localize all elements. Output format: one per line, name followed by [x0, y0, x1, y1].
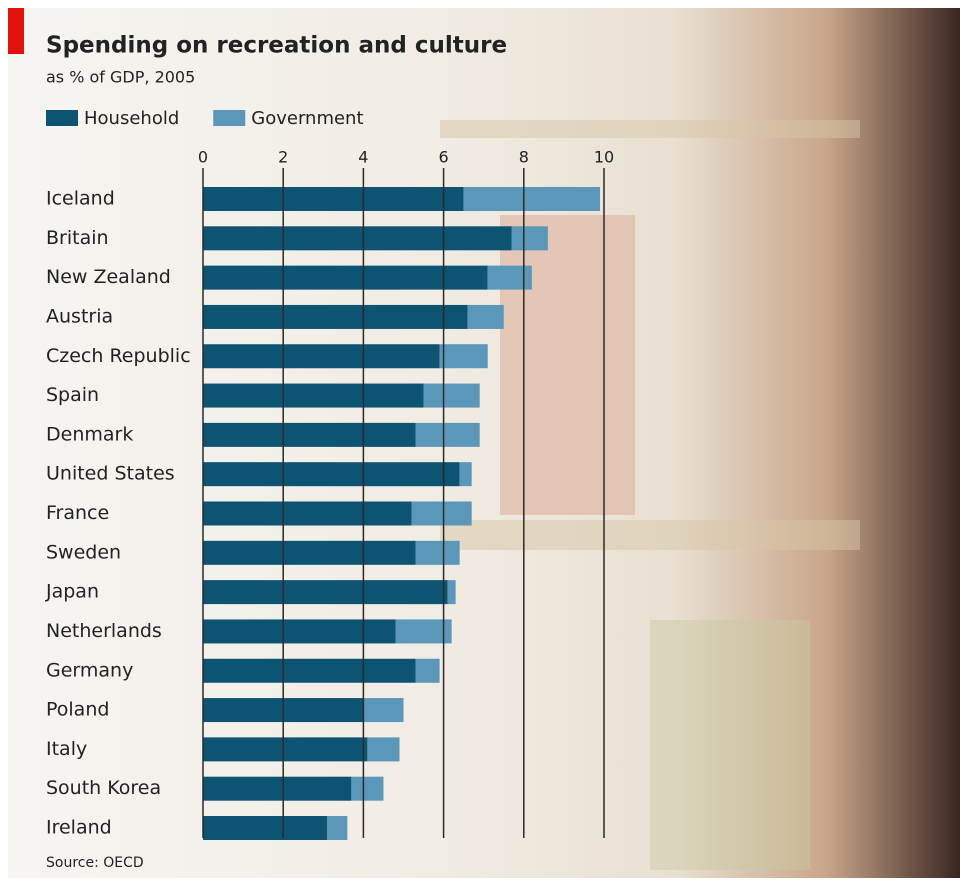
legend-label: Government: [251, 108, 363, 129]
bar-segment: [411, 501, 472, 526]
legend-swatch: [46, 110, 78, 126]
bar-segment: [203, 383, 424, 408]
bar-segment: [203, 344, 440, 369]
bar-segment: [511, 226, 548, 251]
bar-segment: [203, 816, 328, 840]
y-tick-label: Poland: [46, 699, 109, 721]
photo-decor: [650, 620, 810, 870]
y-tick-label: Ireland: [46, 817, 112, 839]
bar-segment: [447, 580, 456, 605]
photo-decor: [440, 520, 860, 550]
y-tick-label: France: [46, 502, 109, 524]
bar-segment: [203, 658, 416, 683]
bar-segment: [459, 462, 472, 487]
y-tick-label: South Korea: [46, 777, 161, 799]
bar-segment: [203, 580, 448, 605]
y-tick-label: Austria: [46, 305, 113, 327]
bar-segment: [203, 187, 464, 211]
legend-label: Household: [84, 108, 179, 129]
y-tick-label: Denmark: [46, 423, 133, 445]
bar-segment: [367, 737, 400, 762]
bar-segment: [363, 698, 404, 723]
photo-decor: [500, 215, 635, 515]
y-tick-label: Czech Republic: [46, 345, 191, 367]
bar-segment: [203, 304, 468, 329]
bar-segment: [203, 462, 460, 487]
y-tick-label: United States: [46, 463, 175, 485]
y-tick-label: Spain: [46, 384, 99, 406]
bar-segment: [415, 422, 480, 447]
chart-title: Spending on recreation and culture: [46, 33, 507, 59]
bar-segment: [203, 226, 512, 251]
x-tick-label: 4: [358, 148, 368, 167]
y-tick-label: Japan: [45, 581, 99, 603]
x-tick-label: 0: [198, 148, 208, 167]
bar-segment: [415, 540, 460, 565]
x-tick-label: 2: [278, 148, 288, 167]
bar-segment: [203, 265, 488, 290]
x-tick-label: 8: [519, 148, 529, 167]
y-tick-label: Sweden: [46, 541, 121, 563]
bar-segment: [203, 776, 352, 801]
y-tick-label: Britain: [46, 227, 109, 249]
x-tick-label: 6: [439, 148, 449, 167]
bar-segment: [203, 737, 368, 762]
bar-segment: [203, 422, 416, 447]
bar-segment: [439, 344, 488, 369]
bar-segment: [395, 619, 452, 644]
bar-segment: [415, 658, 440, 683]
photo-decor: [440, 120, 860, 138]
background: [8, 8, 960, 878]
x-tick-label: 10: [594, 148, 614, 167]
bar-segment: [463, 187, 600, 211]
bar-segment: [467, 304, 504, 329]
bar-segment: [487, 265, 532, 290]
accent-bar: [8, 8, 24, 54]
bar-segment: [327, 816, 348, 840]
bar-segment: [423, 383, 480, 408]
bar-segment: [203, 501, 412, 526]
y-tick-label: Germany: [46, 659, 133, 681]
y-tick-label: New Zealand: [46, 266, 171, 288]
legend-swatch: [213, 110, 246, 126]
y-tick-label: Netherlands: [46, 620, 162, 642]
bar-segment: [203, 619, 396, 644]
source: Source: OECD: [46, 855, 144, 871]
bar-segment: [203, 540, 416, 565]
y-tick-label: Italy: [46, 738, 87, 760]
y-tick-label: Iceland: [46, 188, 115, 210]
chart-subtitle: as % of GDP, 2005: [46, 68, 195, 87]
bar-segment: [351, 776, 384, 801]
